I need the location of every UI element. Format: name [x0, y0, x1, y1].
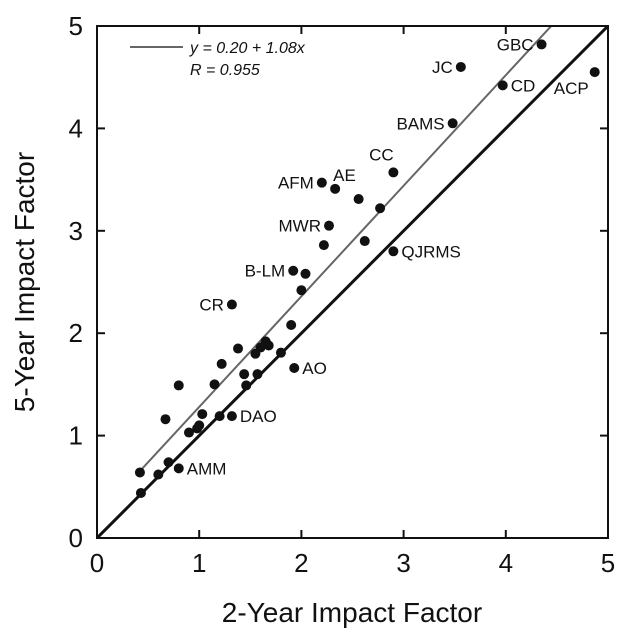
data-point	[192, 423, 203, 434]
data-point	[135, 487, 146, 498]
plot-frame	[96, 25, 609, 539]
data-point	[214, 411, 225, 422]
data-point	[289, 363, 300, 374]
y-tick-label: 0	[69, 523, 83, 553]
point-label: CC	[369, 145, 394, 164]
data-point	[233, 343, 244, 354]
point-label: AE	[333, 166, 356, 185]
data-point	[353, 194, 364, 205]
point-label: AFM	[278, 174, 314, 193]
data-point	[226, 411, 237, 422]
point-label: AO	[302, 359, 327, 378]
data-point	[300, 268, 311, 279]
identity-line	[97, 26, 608, 538]
data-point	[455, 61, 466, 72]
data-point	[388, 167, 399, 178]
data-point	[134, 467, 145, 478]
data-point	[252, 369, 263, 380]
y-tick-label: 3	[69, 216, 83, 246]
data-point	[183, 427, 194, 438]
y-tick-label: 5	[69, 11, 83, 41]
point-label: JC	[432, 58, 453, 77]
y-tick-label: 4	[69, 113, 83, 143]
data-point	[226, 299, 237, 310]
data-point	[447, 118, 458, 129]
data-point	[316, 177, 327, 188]
x-tick-label: 4	[499, 548, 513, 578]
x-tick-label: 1	[192, 548, 206, 578]
data-point	[318, 240, 329, 251]
data-point	[375, 203, 386, 214]
legend-fit-text: y = 0.20 + 1.08x	[189, 40, 306, 57]
point-label: B-LM	[245, 262, 286, 281]
data-point	[173, 463, 184, 474]
data-point	[250, 348, 261, 359]
y-tick-label: 2	[69, 318, 83, 348]
data-point	[286, 320, 297, 331]
data-point	[241, 380, 252, 391]
point-label: GBC	[497, 35, 534, 54]
x-tick-label: 0	[90, 548, 104, 578]
data-point	[359, 236, 370, 247]
x-tick-label: 2	[294, 548, 308, 578]
data-point	[330, 183, 341, 194]
point-label: MWR	[279, 217, 321, 236]
point-label: DAO	[240, 407, 277, 426]
data-point	[197, 409, 208, 420]
point-label: ACP	[554, 79, 589, 98]
x-tick-label: 5	[601, 548, 615, 578]
data-point	[288, 265, 299, 276]
data-point	[216, 358, 227, 369]
data-point	[323, 220, 334, 231]
data-point	[589, 67, 600, 78]
data-point	[209, 379, 220, 390]
point-label: AMM	[187, 459, 227, 478]
data-point	[153, 469, 164, 480]
data-point	[536, 39, 547, 50]
y-axis-label: 5-Year Impact Factor	[9, 152, 40, 412]
x-tick-label: 3	[396, 548, 410, 578]
data-point	[388, 246, 399, 257]
legend: y = 0.20 + 1.08x R = 0.955	[130, 40, 306, 79]
point-label: CD	[511, 76, 536, 95]
point-label: CR	[199, 296, 224, 315]
data-point	[497, 80, 508, 91]
point-label: QJRMS	[401, 242, 461, 261]
data-point	[275, 347, 286, 358]
data-points	[134, 39, 600, 498]
x-axis-label: 2-Year Impact Factor	[222, 597, 482, 628]
data-point	[163, 457, 174, 468]
data-point	[296, 285, 307, 296]
point-label: BAMS	[396, 114, 444, 133]
data-point	[160, 414, 171, 425]
data-point	[239, 369, 250, 380]
data-point	[263, 340, 274, 351]
y-tick-label: 1	[69, 421, 83, 451]
legend-r-text: R = 0.955	[190, 62, 260, 79]
data-point	[173, 380, 184, 391]
axis-ticks: 0 1 2 3 4 5 0 1 2 3 4 5	[69, 11, 616, 578]
